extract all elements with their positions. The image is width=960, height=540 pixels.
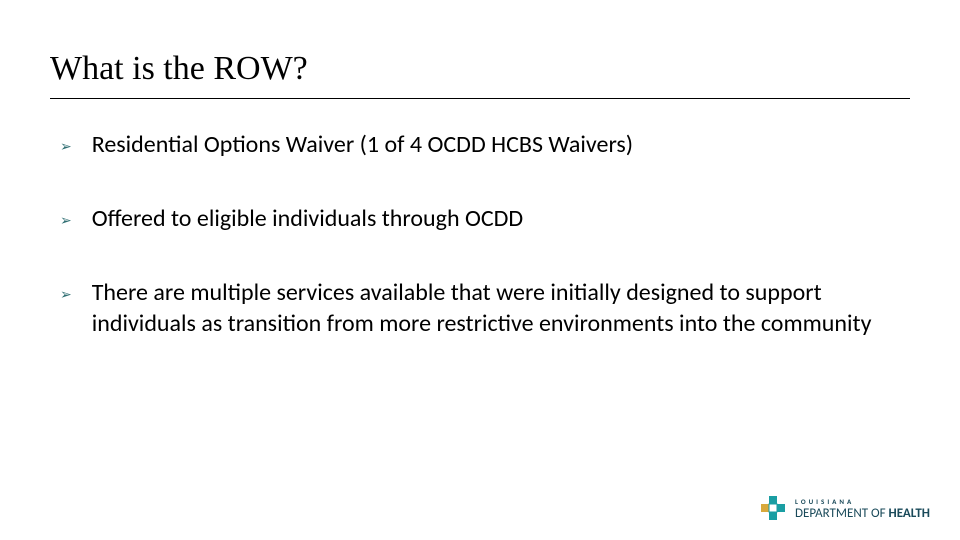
chevron-right-icon: ➢ xyxy=(60,131,72,163)
slide: What is the ROW? ➢ Residential Options W… xyxy=(0,0,960,540)
logo-line2: DEPARTMENT OF HEALTH xyxy=(795,507,930,520)
bullet-item: ➢ Residential Options Waiver (1 of 4 OCD… xyxy=(60,129,910,163)
bullet-text: Offered to eligible individuals through … xyxy=(92,203,523,234)
chevron-right-icon: ➢ xyxy=(60,279,72,311)
logo-text: LOUISIANA DEPARTMENT OF HEALTH xyxy=(795,498,930,520)
bullet-list: ➢ Residential Options Waiver (1 of 4 OCD… xyxy=(50,129,910,339)
footer-logo: LOUISIANA DEPARTMENT OF HEALTH xyxy=(761,496,930,522)
slide-title: What is the ROW? xyxy=(50,50,910,99)
bullet-text: Residential Options Waiver (1 of 4 OCDD … xyxy=(92,129,633,160)
logo-line1: LOUISIANA xyxy=(795,498,930,505)
bullet-text: There are multiple services available th… xyxy=(92,277,892,339)
bullet-item: ➢ Offered to eligible individuals throug… xyxy=(60,203,910,237)
logo-icon xyxy=(761,496,787,522)
bullet-item: ➢ There are multiple services available … xyxy=(60,277,910,339)
chevron-right-icon: ➢ xyxy=(60,205,72,237)
